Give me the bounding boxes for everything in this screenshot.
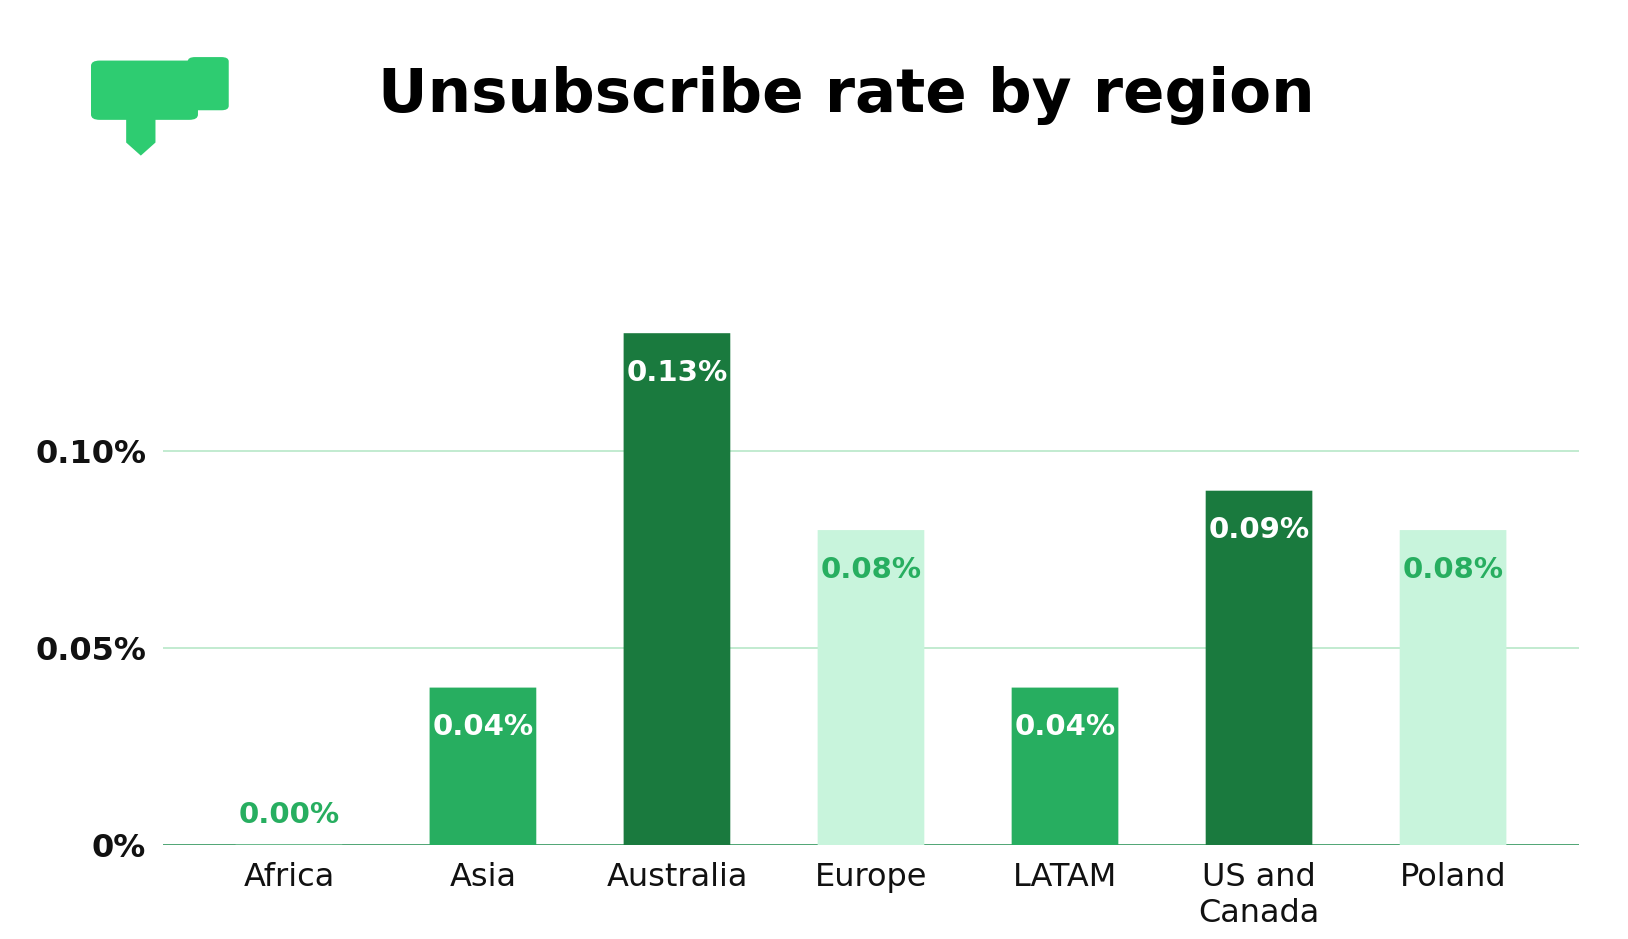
- Text: 0.00%: 0.00%: [238, 801, 340, 829]
- Text: 0.04%: 0.04%: [433, 714, 534, 741]
- Text: 0.08%: 0.08%: [1403, 556, 1504, 584]
- FancyBboxPatch shape: [187, 57, 228, 110]
- FancyBboxPatch shape: [624, 333, 731, 845]
- Text: Unsubscribe rate by region: Unsubscribe rate by region: [378, 66, 1315, 125]
- FancyBboxPatch shape: [817, 531, 925, 845]
- Text: 0.09%: 0.09%: [1208, 516, 1309, 545]
- Text: 0.08%: 0.08%: [821, 556, 921, 584]
- FancyBboxPatch shape: [430, 687, 536, 845]
- Polygon shape: [127, 116, 155, 156]
- FancyBboxPatch shape: [1206, 491, 1312, 845]
- Text: 0.13%: 0.13%: [627, 359, 728, 387]
- Text: 0.04%: 0.04%: [1014, 714, 1115, 741]
- FancyBboxPatch shape: [91, 60, 199, 120]
- FancyBboxPatch shape: [1400, 531, 1506, 845]
- FancyBboxPatch shape: [1011, 687, 1118, 845]
